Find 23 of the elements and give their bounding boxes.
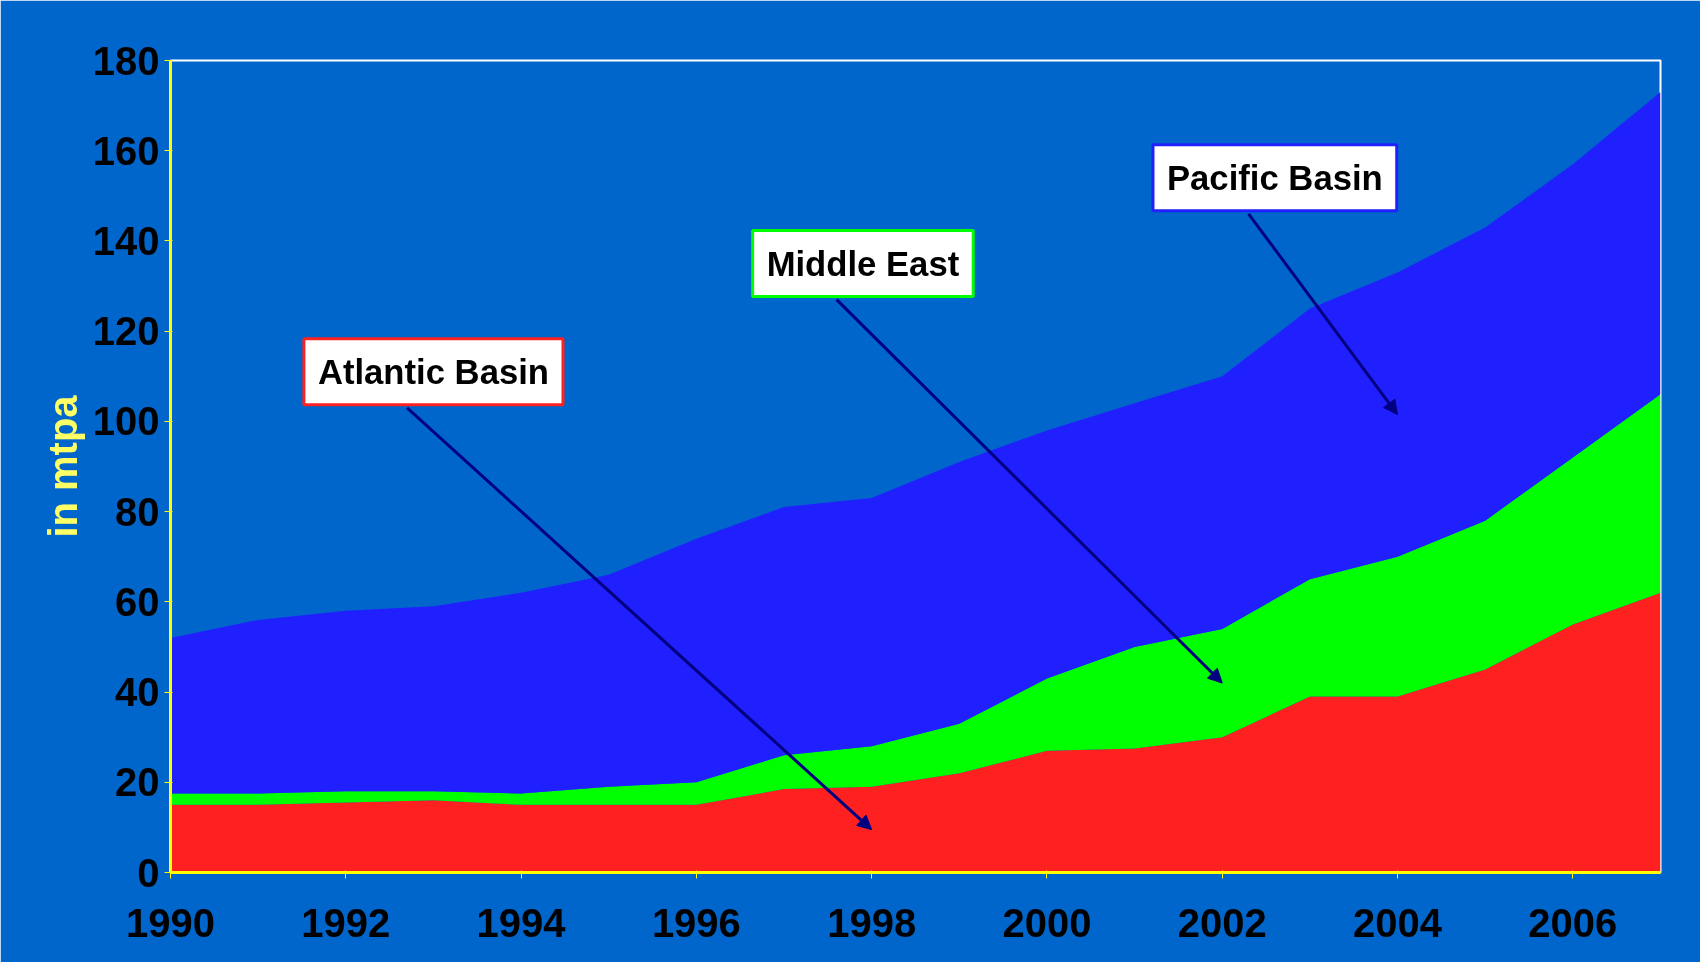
x-tick-label: 2000 (1002, 900, 1092, 945)
x-tick-label: 1994 (476, 900, 567, 945)
y-tick-label: 100 (92, 399, 160, 444)
y-tick-label: 180 (92, 38, 160, 83)
x-tick-label: 2006 (1528, 900, 1618, 945)
x-tick-label: 1998 (827, 900, 917, 945)
x-tick-label: 2002 (1177, 900, 1267, 945)
y-tick-label: 0 (137, 850, 160, 895)
y-axis-title: in mtpa (40, 394, 85, 538)
y-tick-label: 160 (92, 128, 160, 173)
text: Atlantic Basin (317, 352, 549, 391)
text: Middle East (766, 244, 960, 283)
y-tick-label: 120 (92, 309, 160, 354)
x-tick-label: 1992 (301, 900, 391, 945)
x-tick-label: 2004 (1353, 900, 1443, 945)
y-tick-label: 80 (115, 489, 160, 534)
x-tick-label: 1990 (126, 900, 215, 945)
y-tick-label: 20 (115, 760, 160, 805)
y-tick-label: 60 (115, 579, 160, 624)
x-tick-label: 1996 (651, 900, 741, 945)
text: Pacific Basin (1166, 158, 1383, 197)
y-tick-label: 40 (115, 670, 160, 715)
y-tick-label: 140 (92, 218, 160, 263)
